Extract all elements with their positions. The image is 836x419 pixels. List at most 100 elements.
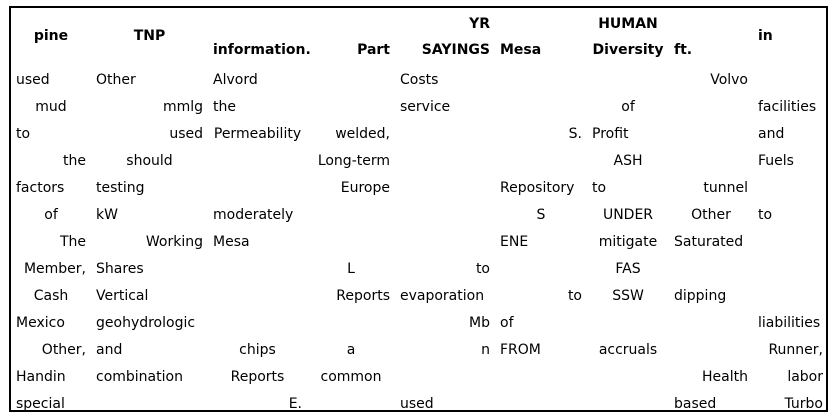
table-cell: and [758, 126, 785, 142]
table-cell [395, 175, 495, 202]
table-cell: testing [96, 180, 145, 196]
table-cell: Reports [230, 369, 285, 385]
table-cell [395, 202, 495, 229]
table-cell: Repository [500, 180, 575, 196]
table-cell: Volvo [710, 72, 748, 88]
table-cell: should [126, 153, 173, 169]
table-cell: Mesa [213, 234, 250, 250]
table-row: to used Permeability welded, S. Profit and [11, 121, 826, 148]
table-cell [307, 310, 395, 337]
table-cell [753, 256, 826, 283]
table-cell: Other [96, 72, 136, 88]
table-cell: SSW [612, 288, 644, 304]
table-cell [395, 121, 495, 148]
table-cell: Vertical [96, 288, 149, 304]
table-cell: Member, [23, 261, 86, 277]
table-cell: FROM [500, 342, 541, 358]
table-cell: kW [96, 207, 118, 223]
table-cell [208, 175, 307, 202]
table-cell: Health [702, 369, 748, 385]
column-header: Mesa [500, 42, 542, 58]
table-cell: Europe [340, 180, 390, 196]
table-row: Other, and chips a n FROM accruals Runner, [11, 337, 826, 364]
table-cell: Runner, [768, 342, 823, 358]
table-cell: S [536, 207, 546, 223]
table-cell [587, 67, 669, 94]
table-cell [307, 94, 395, 121]
column-header: in [758, 27, 773, 44]
table-cell: UNDER [602, 207, 654, 223]
table-cell: used [16, 72, 50, 88]
table-cell: mud [35, 99, 67, 115]
column-header: ft. [674, 42, 693, 58]
table-cell [495, 94, 587, 121]
table-cell: Fuels [758, 153, 794, 169]
table-cell: and [96, 342, 123, 358]
table-cell: Alvord [213, 72, 258, 88]
table-cell: the [63, 153, 86, 169]
table-row: factors testing Europe Repository to tunnel [11, 175, 826, 202]
column-header: pine [33, 27, 69, 44]
column-header: Part [357, 42, 390, 58]
table-cell: the [213, 99, 236, 115]
header-row: pine TNP information. Part YR SAYINGS Mesa HUMA… [11, 8, 826, 67]
table-cell: to [475, 261, 490, 277]
table-cell [587, 310, 669, 337]
table-cell [753, 67, 826, 94]
table-cell [307, 229, 395, 256]
table-cell [587, 391, 669, 410]
table-cell: Cash [33, 288, 69, 304]
table-cell [495, 256, 587, 283]
table-cell [208, 310, 307, 337]
table-cell: Costs [400, 72, 439, 88]
table-row: used Other Alvord Costs Volvo [11, 67, 826, 94]
table-cell: labor [787, 369, 823, 385]
table-cell [669, 148, 753, 175]
table-cell: Shares [96, 261, 144, 277]
table-cell: dipping [674, 288, 727, 304]
table-cell [208, 283, 307, 310]
table-cell [495, 67, 587, 94]
column-header: HUMAN Diversity [592, 16, 664, 58]
column-header: information. [213, 42, 311, 58]
table-cell: combination [96, 369, 183, 385]
table-cell [495, 364, 587, 391]
table-cell [208, 148, 307, 175]
table-cell: to [567, 288, 582, 304]
table-cell: Profit [592, 126, 629, 142]
table-cell [587, 364, 669, 391]
table-cell: a [346, 342, 356, 358]
table-cell [395, 364, 495, 391]
table-cell: moderately [213, 207, 294, 223]
table-cell: Other [691, 207, 731, 223]
table-cell [495, 391, 587, 410]
table-cell: FAS [615, 261, 641, 277]
table-row: mud mmlg the service of facilities [11, 94, 826, 121]
column-header: TNP [133, 27, 166, 44]
column-header: YR SAYINGS [421, 16, 490, 58]
table-cell: special [16, 396, 65, 412]
table-row: The Working Mesa ENE mitigate Saturated [11, 229, 826, 256]
table-frame: pine TNP information. Part YR SAYINGS Mesa HUMA… [9, 6, 828, 412]
table-cell [307, 202, 395, 229]
table-cell: accruals [598, 342, 658, 358]
table-cell: mitigate [598, 234, 658, 250]
table-cell: Reports [336, 288, 390, 304]
table-cell: Turbo [784, 396, 823, 412]
table-cell: to [16, 126, 31, 142]
table-cell: Mb [469, 315, 490, 331]
table-cell: Handin [16, 369, 66, 385]
table-cell: geohydrologic [96, 315, 196, 331]
table-cell: factors [16, 180, 65, 196]
table-cell: service [400, 99, 451, 115]
table-cell [669, 337, 753, 364]
table-cell: E. [288, 396, 302, 412]
table-cell: ASH [613, 153, 643, 169]
table-cell: ENE [500, 234, 529, 250]
table-row: of kW moderately S UNDER Other to [11, 202, 826, 229]
table-cell: common [320, 369, 382, 385]
table-cell: n [481, 342, 490, 358]
table-cell: tunnel [703, 180, 748, 196]
table-cell: The [59, 234, 86, 250]
table-cell: evaporation [400, 288, 485, 304]
